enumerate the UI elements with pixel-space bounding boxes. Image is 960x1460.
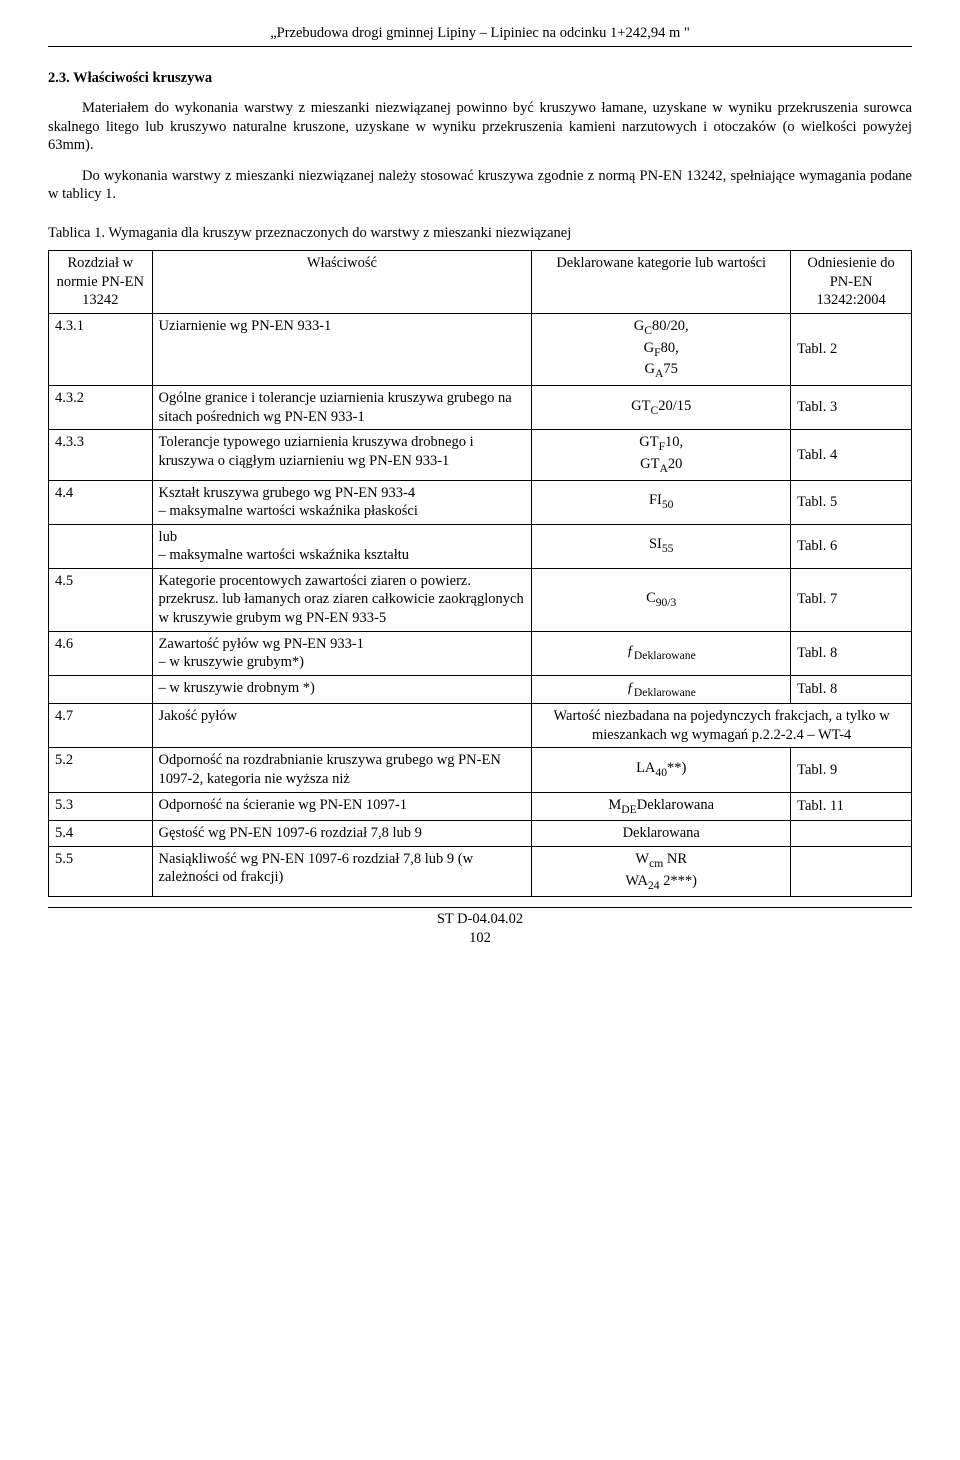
cell-property: Odporność na rozdrabnianie kruszywa grub… — [152, 748, 532, 792]
cell-value: FI50 — [532, 480, 791, 524]
cell-section: 5.4 — [49, 821, 153, 847]
cell-property: Odporność na ścieranie wg PN-EN 1097-1 — [152, 792, 532, 821]
cell-section: 4.3.2 — [49, 386, 153, 430]
cell-section: 5.5 — [49, 846, 153, 896]
cell-value: ƒDeklarowane — [532, 675, 791, 704]
cell-section: 5.3 — [49, 792, 153, 821]
cell-section: 4.7 — [49, 704, 153, 748]
cell-property: – w kruszywie drobnym *) — [152, 675, 532, 704]
cell-property: Kategorie procentowych zawartości ziaren… — [152, 568, 532, 631]
cell-section: 4.4 — [49, 480, 153, 524]
cell-ref: Tabl. 7 — [791, 568, 912, 631]
table-header-row: Rozdział w normie PN-EN 13242 Właściwość… — [49, 251, 912, 314]
table-row: 5.5 Nasiąkliwość wg PN-EN 1097-6 rozdzia… — [49, 846, 912, 896]
cell-ref: Tabl. 9 — [791, 748, 912, 792]
table-row: 4.5 Kategorie procentowych zawartości zi… — [49, 568, 912, 631]
page-header: „Przebudowa drogi gminnej Lipiny – Lipin… — [48, 24, 912, 47]
cell-property: lub– maksymalne wartości wskaźnika kszta… — [152, 524, 532, 568]
page-footer: ST D-04.04.02 102 — [48, 907, 912, 947]
cell-property: Nasiąkliwość wg PN-EN 1097-6 rozdział 7,… — [152, 846, 532, 896]
cell-ref: Tabl. 5 — [791, 480, 912, 524]
cell-ref: Tabl. 3 — [791, 386, 912, 430]
cell-ref: Tabl. 2 — [791, 314, 912, 386]
cell-ref — [791, 846, 912, 896]
cell-ref: Tabl. 8 — [791, 675, 912, 704]
table-row: 4.3.1 Uziarnienie wg PN-EN 933-1 GC80/20… — [49, 314, 912, 386]
table-body: 4.3.1 Uziarnienie wg PN-EN 933-1 GC80/20… — [49, 314, 912, 897]
table-row: lub– maksymalne wartości wskaźnika kszta… — [49, 524, 912, 568]
table-row: 5.2 Odporność na rozdrabnianie kruszywa … — [49, 748, 912, 792]
cell-ref: Tabl. 11 — [791, 792, 912, 821]
table-row: 4.6 Zawartość pyłów wg PN-EN 933-1– w kr… — [49, 631, 912, 675]
footer-doc-number: ST D-04.04.02 — [48, 910, 912, 929]
cell-section: 4.3.3 — [49, 430, 153, 480]
cell-value: Deklarowana — [532, 821, 791, 847]
cell-value: C90/3 — [532, 568, 791, 631]
cell-value: Wcm NRWA24 2***) — [532, 846, 791, 896]
table-row: 5.4 Gęstość wg PN-EN 1097-6 rozdział 7,8… — [49, 821, 912, 847]
cell-property: Jakość pyłów — [152, 704, 532, 748]
table-row: 5.3 Odporność na ścieranie wg PN-EN 1097… — [49, 792, 912, 821]
cell-value: SI55 — [532, 524, 791, 568]
cell-section — [49, 524, 153, 568]
cell-value: LA40**) — [532, 748, 791, 792]
cell-value: MDEDeklarowana — [532, 792, 791, 821]
cell-value: GC80/20,GF80,GA75 — [532, 314, 791, 386]
cell-property: Tolerancje typowego uziarnienia kruszywa… — [152, 430, 532, 480]
requirements-table: Rozdział w normie PN-EN 13242 Właściwość… — [48, 250, 912, 897]
col-header-4: Odniesienie do PN-EN 13242:2004 — [791, 251, 912, 314]
col-header-1: Rozdział w normie PN-EN 13242 — [49, 251, 153, 314]
cell-property: Zawartość pyłów wg PN-EN 933-1– w kruszy… — [152, 631, 532, 675]
col-header-3: Deklarowane kategorie lub wartości — [532, 251, 791, 314]
cell-ref: Tabl. 6 — [791, 524, 912, 568]
cell-section: 4.6 — [49, 631, 153, 675]
table-caption: Tablica 1. Wymagania dla kruszyw przezna… — [48, 224, 912, 243]
cell-ref — [791, 821, 912, 847]
table-row: 4.3.3 Tolerancje typowego uziarnienia kr… — [49, 430, 912, 480]
paragraph-1: Materiałem do wykonania warstwy z miesza… — [48, 99, 912, 155]
header-title: „Przebudowa drogi gminnej Lipiny – Lipin… — [270, 24, 690, 44]
cell-property: Gęstość wg PN-EN 1097-6 rozdział 7,8 lub… — [152, 821, 532, 847]
paragraph-2: Do wykonania warstwy z mieszanki niezwią… — [48, 167, 912, 204]
table-row: 4.3.2 Ogólne granice i tolerancje uziarn… — [49, 386, 912, 430]
cell-ref: Tabl. 8 — [791, 631, 912, 675]
cell-property: Uziarnienie wg PN-EN 933-1 — [152, 314, 532, 386]
cell-section: 4.5 — [49, 568, 153, 631]
cell-section: 4.3.1 — [49, 314, 153, 386]
cell-section — [49, 675, 153, 704]
cell-value-wide: Wartość niezbadana na pojedynczych frakc… — [532, 704, 912, 748]
table-row: 4.7 Jakość pyłów Wartość niezbadana na p… — [49, 704, 912, 748]
cell-property: Ogólne granice i tolerancje uziarnienia … — [152, 386, 532, 430]
section-title: 2.3. Właściwości kruszywa — [48, 69, 912, 88]
table-row: 4.4 Kształt kruszywa grubego wg PN-EN 93… — [49, 480, 912, 524]
cell-section: 5.2 — [49, 748, 153, 792]
cell-value: ƒDeklarowane — [532, 631, 791, 675]
col-header-2: Właściwość — [152, 251, 532, 314]
footer-page-number: 102 — [48, 929, 912, 948]
table-row: – w kruszywie drobnym *) ƒDeklarowane Ta… — [49, 675, 912, 704]
cell-ref: Tabl. 4 — [791, 430, 912, 480]
cell-property: Kształt kruszywa grubego wg PN-EN 933-4–… — [152, 480, 532, 524]
cell-value: GTF10,GTA20 — [532, 430, 791, 480]
cell-value: GTC20/15 — [532, 386, 791, 430]
